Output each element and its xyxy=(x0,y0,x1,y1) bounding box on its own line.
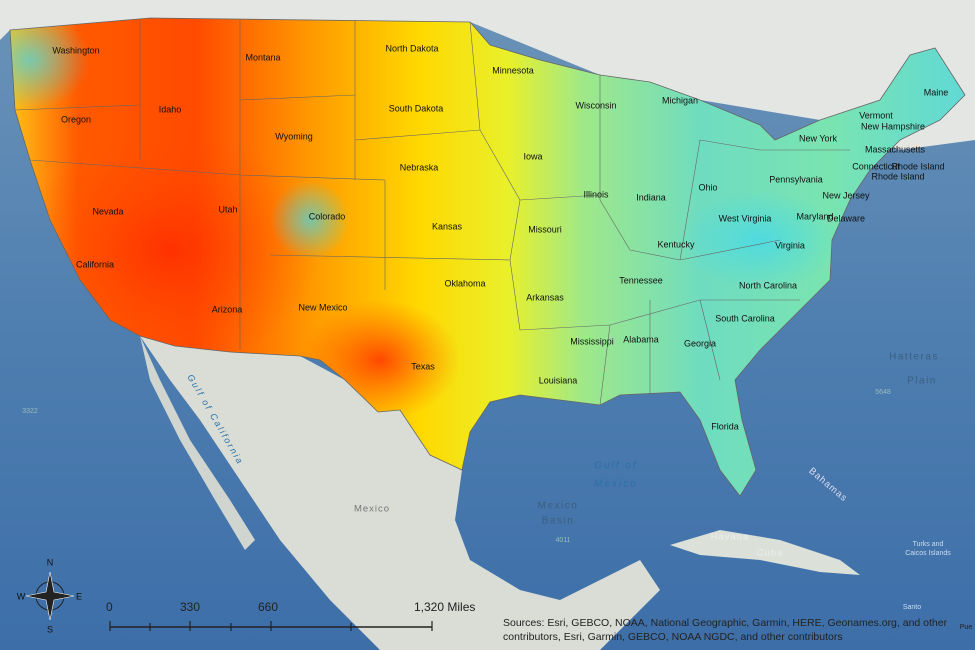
scale-bar: 0 330 660 1,320 Miles xyxy=(106,600,475,631)
heat-cool xyxy=(10,18,90,110)
state-label: New York xyxy=(799,133,838,143)
state-label: Idaho xyxy=(159,104,182,114)
country-label: Cuba xyxy=(757,548,784,559)
state-label: Arizona xyxy=(212,304,243,314)
state-label: New Hampshire xyxy=(861,121,925,131)
depth-label: 3322 xyxy=(22,408,38,415)
state-label: Georgia xyxy=(684,338,716,348)
state-label: North Dakota xyxy=(385,43,438,53)
state-label: Colorado xyxy=(309,211,346,221)
baja xyxy=(140,336,255,550)
heat-cool xyxy=(270,180,350,260)
state-label: Michigan xyxy=(662,95,698,105)
state-label: Montana xyxy=(245,52,280,62)
state-label: Ohio xyxy=(698,182,717,192)
basin-label: Mexico xyxy=(538,501,579,512)
state-label: Kentucky xyxy=(657,239,695,249)
state-label: South Carolina xyxy=(715,313,775,323)
plain-label: Hatteras xyxy=(889,352,939,363)
state-label: California xyxy=(76,259,114,269)
state-label: North Carolina xyxy=(739,280,797,290)
state-label: Tennessee xyxy=(619,275,663,285)
state-label: Indiana xyxy=(636,192,666,202)
state-label: Wyoming xyxy=(275,131,312,141)
state-label: Vermont xyxy=(859,110,893,120)
state-label: West Virginia xyxy=(719,213,772,223)
state-label: Oregon xyxy=(61,114,91,124)
sources: Sources: Esri, GEBCO, NOAA, National Geo… xyxy=(503,617,948,629)
compass-letter: E xyxy=(76,591,82,601)
state-label: Maryland xyxy=(796,211,833,221)
country-label: Mexico xyxy=(354,504,390,515)
plain-label: Plain xyxy=(907,376,937,387)
state-label: Maine xyxy=(924,87,949,97)
compass-star xyxy=(25,571,75,621)
state-label: Kansas xyxy=(432,221,463,231)
island-label: Turks and xyxy=(913,541,944,548)
state-label: Pennsylvania xyxy=(769,174,823,184)
state-label: Illinois xyxy=(583,189,609,199)
state-label: Connecticut xyxy=(852,161,900,171)
compass-letter: N xyxy=(47,557,54,567)
state-label: Delaware xyxy=(827,213,865,223)
state-label: Rhode Island xyxy=(891,161,944,171)
depth-label: 4011 xyxy=(555,537,570,544)
place-label: Santo xyxy=(903,604,921,611)
sea-label: Gulf of xyxy=(594,461,637,472)
state-label: Nebraska xyxy=(400,162,439,172)
state-label: Arkansas xyxy=(526,292,564,302)
state-label: Alabama xyxy=(623,334,659,344)
state-label: Iowa xyxy=(523,151,542,161)
state-label: Texas xyxy=(411,361,435,371)
sea-label: Mexico xyxy=(594,479,638,490)
scale-label: 660 xyxy=(258,600,278,614)
state-label: Nevada xyxy=(92,206,123,216)
state-label: New Mexico xyxy=(298,302,347,312)
scale-label: 1,320 Miles xyxy=(414,600,475,614)
state-label: Massachusetts xyxy=(865,144,926,154)
city-label: Havana xyxy=(711,532,750,543)
compass-letter: S xyxy=(47,624,53,634)
state-label: Florida xyxy=(711,421,739,431)
scale-label: 0 xyxy=(106,600,113,614)
state-label: Missouri xyxy=(528,224,562,234)
compass-letter: W xyxy=(17,591,26,601)
heat-cool xyxy=(680,190,840,290)
state-label: Louisiana xyxy=(539,375,578,385)
state-label: South Dakota xyxy=(389,103,444,113)
state-label: Minnesota xyxy=(492,65,534,75)
scale-label: 330 xyxy=(180,600,200,614)
place-label: Pue xyxy=(960,624,973,631)
state-label: Washington xyxy=(52,45,99,55)
state-label: New Jersey xyxy=(822,190,870,200)
canada xyxy=(0,0,975,150)
state-label: Oklahoma xyxy=(444,278,485,288)
cuba-land xyxy=(670,530,860,575)
state-label: Wisconsin xyxy=(575,100,616,110)
depth-label: 5648 xyxy=(875,389,891,396)
state-label: Virginia xyxy=(775,240,805,250)
state-label: Utah xyxy=(218,204,237,214)
island-label: Caicos Islands xyxy=(905,550,951,557)
state-label: Rhode Island xyxy=(871,171,924,181)
state-labels: Washington Oregon California Nevada Idaho Mon… xyxy=(52,43,948,431)
state-lines xyxy=(14,20,850,406)
sources: contributors, Esri, Garmin, GEBCO, NOAA … xyxy=(503,631,843,643)
compass: N S E W xyxy=(17,557,82,634)
mexico-land xyxy=(140,336,660,650)
basin-label: Basin xyxy=(542,516,575,527)
state-label: Mississippi xyxy=(570,336,614,346)
